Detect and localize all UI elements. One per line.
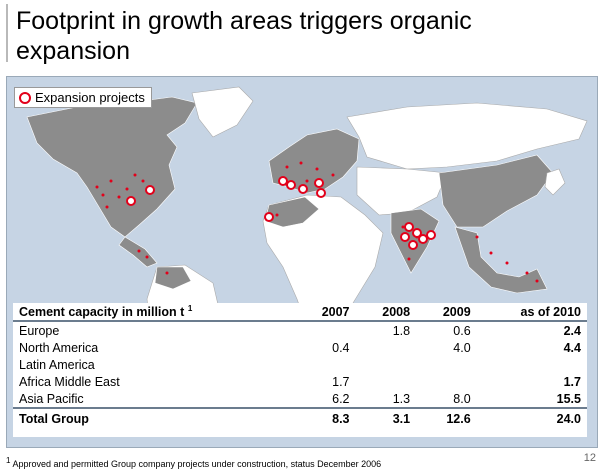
cell-total-value: 15.5 (556, 391, 581, 406)
cell-total-value: 1.7 (563, 374, 581, 389)
table-header-label: Cement capacity in million t 1 (13, 303, 295, 322)
total-value: 8.3 (294, 407, 356, 429)
table-row: Latin America (13, 356, 587, 373)
map-legend: Expansion projects (14, 87, 152, 108)
north-america-land (26, 96, 198, 238)
russia-land (346, 102, 588, 170)
central-asia-land (356, 166, 448, 216)
cell-total-value: 4.4 (563, 340, 581, 355)
table-total-row: Total Group 8.3 3.1 12.6 24.0 (13, 407, 587, 429)
japan-land (544, 168, 566, 196)
cell-value (295, 356, 356, 373)
page-number: 12 (583, 452, 596, 464)
expansion-project-markers (126, 176, 436, 250)
plant-dots (95, 161, 539, 283)
cell-total-value: 2.4 (563, 323, 581, 338)
row-label: Asia Pacific (19, 391, 84, 406)
cell-value (295, 321, 356, 339)
cell-value: 1.7 (332, 374, 350, 389)
table-row: Africa Middle East 1.7 1.7 (13, 373, 587, 390)
footnote-marker: 1 (6, 456, 11, 465)
cell-value (416, 373, 477, 390)
south-america-presence (154, 266, 192, 290)
cell-total-value (477, 356, 587, 373)
legend-label: Expansion projects (35, 90, 145, 105)
footnote-text: Approved and permitted Group company pro… (10, 459, 382, 469)
footnote: 1 Approved and permitted Group company p… (6, 456, 381, 469)
total-value: 24.0 (476, 407, 587, 429)
table-header-row: Cement capacity in million t 1 2007 2008… (13, 303, 587, 322)
column-header: 2008 (355, 303, 417, 322)
cell-value: 4.0 (453, 340, 471, 355)
row-label: Africa Middle East (19, 374, 120, 389)
capacity-table-panel: Cement capacity in million t 1 2007 2008… (13, 303, 587, 437)
greenland-land (191, 86, 254, 138)
column-header: as of 2010 (476, 303, 587, 322)
column-header: 2007 (294, 303, 356, 322)
total-label: Total Group (13, 407, 295, 429)
cell-value: 1.8 (392, 323, 411, 338)
row-label: North America (19, 340, 99, 355)
cell-value: 1.3 (392, 391, 411, 406)
row-label: Latin America (19, 357, 95, 372)
cell-value (356, 339, 417, 356)
row-label: Europe (19, 323, 60, 338)
capacity-table: Cement capacity in million t 1 2007 2008… (13, 303, 587, 429)
table-row: Asia Pacific 6.2 1.3 8.0 15.5 (13, 390, 587, 408)
total-value: 12.6 (416, 407, 477, 429)
column-header: 2009 (416, 303, 477, 322)
cell-value (356, 356, 417, 373)
cell-value: 8.0 (453, 391, 471, 406)
world-map-panel: Expansion projects Cement capacity in mi… (6, 76, 598, 448)
slide-title: Footprint in growth areas triggers organ… (16, 7, 472, 65)
cell-value: 6.2 (332, 391, 350, 406)
world-map (26, 86, 588, 404)
header-footnote-marker: 1 (187, 303, 193, 313)
africa-presence (264, 196, 320, 228)
east-asia-land (438, 154, 554, 228)
table-row: Europe 1.8 0.6 2.4 (13, 321, 587, 339)
expansion-marker-icon (19, 91, 31, 104)
cell-value: 0.4 (332, 340, 350, 355)
cell-value (356, 373, 417, 390)
total-value: 3.1 (355, 407, 417, 429)
cell-value (416, 356, 477, 373)
title-bar: Footprint in growth areas triggers organ… (6, 4, 598, 65)
table-row: North America 0.4 4.0 4.4 (13, 339, 587, 356)
cell-value: 0.6 (453, 323, 471, 338)
southeast-asia-land (454, 226, 548, 294)
header-label-text: Cement capacity in million t (19, 305, 185, 320)
